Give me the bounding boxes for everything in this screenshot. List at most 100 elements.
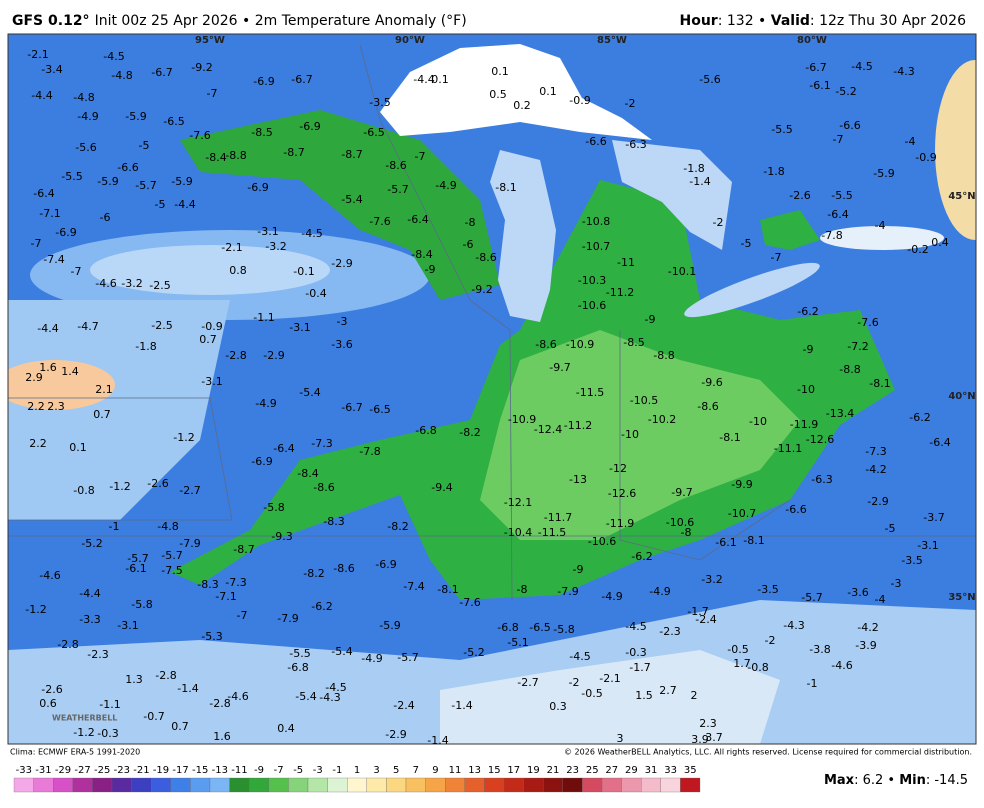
anomaly-value: -8.3 bbox=[323, 515, 344, 528]
anomaly-value: -4.5 bbox=[103, 50, 124, 63]
anomaly-value: -2.6 bbox=[41, 683, 62, 696]
colorbar-label: 7 bbox=[413, 765, 419, 776]
colorbar-cell bbox=[72, 777, 93, 793]
logo: WEATHERBELL bbox=[52, 714, 117, 723]
anomaly-value: -4.4 bbox=[37, 322, 58, 335]
anomaly-value: -4.8 bbox=[157, 520, 178, 533]
anomaly-value: -6.5 bbox=[163, 115, 184, 128]
min-label: Min bbox=[899, 773, 926, 788]
anomaly-value: -6.4 bbox=[273, 442, 294, 455]
anomaly-value: -10.4 bbox=[504, 526, 532, 539]
colorbar-label: -15 bbox=[192, 765, 208, 776]
anomaly-value: -0.9 bbox=[201, 320, 222, 333]
anomaly-value: -4.5 bbox=[851, 60, 872, 73]
colorbar-cell bbox=[111, 777, 132, 793]
anomaly-value: 2.3 bbox=[47, 400, 65, 413]
anomaly-value: -3.2 bbox=[265, 240, 286, 253]
colorbar-cell bbox=[13, 777, 34, 793]
anomaly-value: -9.7 bbox=[671, 486, 692, 499]
anomaly-value: -4.5 bbox=[301, 227, 322, 240]
anomaly-value: -5.7 bbox=[387, 183, 408, 196]
anomaly-value: -10.2 bbox=[648, 413, 676, 426]
anomaly-value: -0.5 bbox=[581, 687, 602, 700]
lake bbox=[490, 150, 556, 322]
anomaly-value: 0.1 bbox=[431, 73, 449, 86]
anomaly-value: 3 bbox=[617, 732, 624, 745]
colorbar-cell bbox=[307, 777, 328, 793]
anomaly-value: -6.9 bbox=[253, 75, 274, 88]
anomaly-value: -2.9 bbox=[867, 495, 888, 508]
anomaly-value: -2.1 bbox=[221, 241, 242, 254]
colorbar-cell bbox=[523, 777, 544, 793]
anomaly-value: -7.6 bbox=[459, 596, 480, 609]
grid-label: 35°N bbox=[948, 592, 975, 603]
colorbar-label: 11 bbox=[449, 765, 462, 776]
anomaly-value: -2.3 bbox=[87, 648, 108, 661]
anomaly-value: -5 bbox=[885, 522, 896, 535]
anomaly-value: 3.9 bbox=[691, 733, 709, 746]
anomaly-value: -4.6 bbox=[831, 659, 852, 672]
anomaly-value: -5.5 bbox=[771, 123, 792, 136]
colorbar-cell bbox=[131, 777, 152, 793]
header-left: GFS 0.12° Init 00z 25 Apr 2026 • 2m Tempe… bbox=[12, 13, 467, 29]
anomaly-value: -10.3 bbox=[578, 274, 606, 287]
colorbar-cell bbox=[621, 777, 642, 793]
anomaly-value: -6.7 bbox=[151, 66, 172, 79]
anomaly-value: -4.2 bbox=[865, 463, 886, 476]
colorbar-label: -7 bbox=[274, 765, 284, 776]
state-line bbox=[8, 397, 233, 521]
anomaly-value: -3.1 bbox=[201, 375, 222, 388]
anomaly-value: -7 bbox=[833, 133, 844, 146]
anomaly-value: -6.5 bbox=[363, 126, 384, 139]
colorbar-cell bbox=[268, 777, 289, 793]
anomaly-value: -4.6 bbox=[39, 569, 60, 582]
anomaly-value: -5.9 bbox=[379, 619, 400, 632]
colorbar-cell bbox=[249, 777, 269, 793]
anomaly-value: -3.3 bbox=[79, 613, 100, 626]
anomaly-value: -6.4 bbox=[407, 213, 428, 226]
anomaly-value: -4.9 bbox=[649, 585, 670, 598]
colorbar-label: -9 bbox=[254, 765, 264, 776]
anomaly-value: -3.6 bbox=[847, 586, 868, 599]
anomaly-value: -7.4 bbox=[403, 580, 424, 593]
anomaly-value: -0.8 bbox=[73, 484, 94, 497]
colorbar-cell bbox=[425, 777, 446, 793]
colorbar-label: -21 bbox=[133, 765, 149, 776]
colorbar-label: 35 bbox=[684, 765, 697, 776]
anomaly-value: -8.1 bbox=[495, 181, 516, 194]
anomaly-value: -8.7 bbox=[283, 146, 304, 159]
shade bbox=[90, 245, 330, 295]
anomaly-value: -2.6 bbox=[147, 477, 168, 490]
anomaly-value: -5.7 bbox=[397, 651, 418, 664]
anomaly-value: -0.4 bbox=[305, 287, 326, 300]
anomaly-value: -4.9 bbox=[435, 179, 456, 192]
anomaly-value: -4 bbox=[905, 135, 916, 148]
anomaly-value: -2.8 bbox=[155, 669, 176, 682]
anomaly-value: 1.3 bbox=[125, 673, 143, 686]
anomaly-value: -8.6 bbox=[385, 159, 406, 172]
anomaly-value: -3.1 bbox=[257, 225, 278, 238]
anomaly-value: -4.3 bbox=[319, 691, 340, 704]
anomaly-value: -9 bbox=[645, 313, 656, 326]
colorbar-label: 9 bbox=[432, 765, 438, 776]
anomaly-value: -5.9 bbox=[97, 175, 118, 188]
hour-label: Hour bbox=[680, 13, 718, 29]
anomaly-value: -1.1 bbox=[99, 698, 120, 711]
anomaly-value: -0.3 bbox=[625, 646, 646, 659]
anomaly-value: -3.7 bbox=[923, 511, 944, 524]
anomaly-value: -8.1 bbox=[437, 583, 458, 596]
anomaly-value: 2 bbox=[691, 689, 698, 702]
anomaly-value: -4.4 bbox=[413, 73, 434, 86]
anomaly-value: -3 bbox=[337, 315, 348, 328]
anomaly-value: -6.1 bbox=[715, 536, 736, 549]
anomaly-value: -8.4 bbox=[411, 248, 432, 261]
anomaly-value: -10 bbox=[797, 383, 815, 396]
anomaly-value: -6.8 bbox=[415, 424, 436, 437]
anomaly-value: -2.1 bbox=[599, 672, 620, 685]
anomaly-value: -6.4 bbox=[827, 208, 848, 221]
anomaly-value: -4 bbox=[875, 219, 886, 232]
colorbar-label: 25 bbox=[586, 765, 599, 776]
colorbar-label: -31 bbox=[35, 765, 51, 776]
anomaly-value: -12 bbox=[609, 462, 627, 475]
anomaly-value: -3.2 bbox=[701, 573, 722, 586]
